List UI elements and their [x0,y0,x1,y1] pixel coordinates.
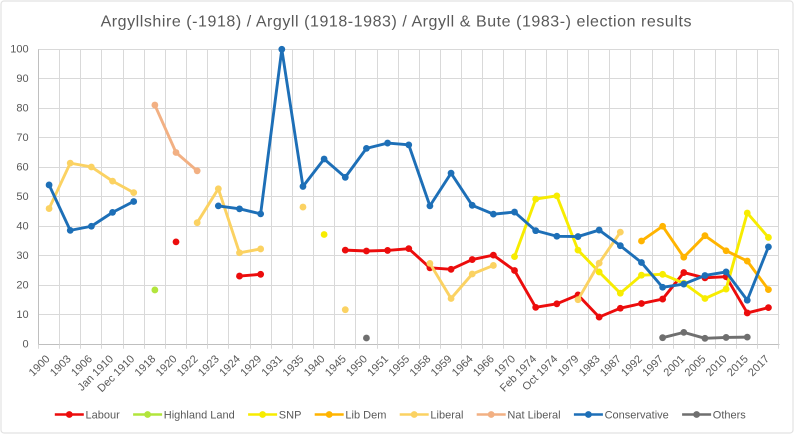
svg-text:Nat Liberal: Nat Liberal [507,409,560,421]
svg-text:Argyllshire (-1918) / Argyll (: Argyllshire (-1918) / Argyll (1918-1983)… [101,14,692,31]
svg-text:90: 90 [16,73,28,85]
svg-text:40: 40 [16,221,28,233]
svg-text:50: 50 [16,191,28,203]
svg-text:Labour: Labour [86,409,121,421]
svg-text:Lib Dem: Lib Dem [345,409,386,421]
svg-text:30: 30 [16,250,28,262]
svg-text:SNP: SNP [279,409,302,421]
svg-text:Others: Others [713,409,747,421]
svg-text:80: 80 [16,103,28,115]
svg-text:20: 20 [16,280,28,292]
svg-text:Liberal: Liberal [430,409,463,421]
svg-text:Highland Land: Highland Land [164,409,235,421]
svg-text:Conservative: Conservative [605,409,669,421]
svg-text:70: 70 [16,132,28,144]
svg-text:60: 60 [16,162,28,174]
svg-text:100: 100 [10,44,28,56]
svg-text:0: 0 [22,339,28,351]
svg-text:10: 10 [16,309,28,321]
